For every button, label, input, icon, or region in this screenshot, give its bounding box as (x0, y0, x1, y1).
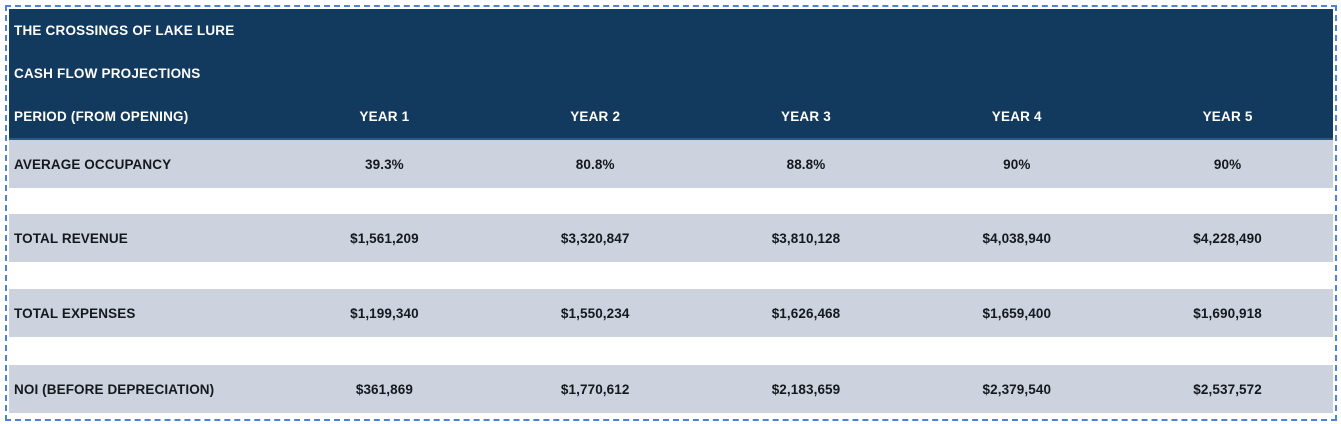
cell-value: $1,659,400 (982, 305, 1052, 321)
column-header-year-1: YEAR 1 (359, 109, 410, 124)
cell-value: $1,561,209 (350, 230, 419, 246)
cell-value: $4,228,490 (1193, 230, 1262, 246)
cell-value: $1,199,340 (350, 305, 419, 321)
spacer-row (9, 337, 1333, 365)
table-row-total-expenses: TOTAL EXPENSES $1,199,340 $1,550,234 $1,… (9, 289, 1333, 337)
column-header-year-3: YEAR 3 (781, 109, 831, 124)
table-subtitle: CASH FLOW PROJECTIONS (14, 66, 201, 81)
cell-value: 90% (1213, 156, 1242, 172)
column-header-year-4: YEAR 4 (991, 109, 1042, 124)
spacer-row (9, 188, 1333, 214)
cell-value: $3,810,128 (771, 230, 841, 246)
cell-value: 90% (1003, 156, 1031, 172)
cell-value: 88.8% (786, 156, 826, 172)
row-label: NOI (BEFORE DEPRECIATION) (14, 381, 215, 397)
column-header-year-5: YEAR 5 (1202, 109, 1253, 124)
cell-value: $2,537,572 (1193, 381, 1262, 397)
cell-value: $4,038,940 (982, 230, 1052, 246)
column-header-year-2: YEAR 2 (570, 109, 621, 124)
row-label: TOTAL REVENUE (14, 230, 128, 246)
table-row-noi: NOI (BEFORE DEPRECIATION) $361,869 $1,77… (9, 365, 1333, 413)
row-label: TOTAL EXPENSES (14, 305, 136, 321)
table-title-row: THE CROSSINGS OF LAKE LURE (9, 9, 1333, 52)
cell-value: $3,320,847 (560, 230, 630, 246)
cell-value: $1,550,234 (560, 305, 630, 321)
cell-value: $361,869 (355, 381, 413, 397)
spacer-row (9, 262, 1333, 289)
cell-value: $1,626,468 (771, 305, 841, 321)
table-title: THE CROSSINGS OF LAKE LURE (14, 23, 235, 38)
table-subtitle-row: CASH FLOW PROJECTIONS (9, 52, 1333, 95)
table-header: THE CROSSINGS OF LAKE LURE CASH FLOW PRO… (9, 9, 1333, 140)
cell-value: $1,690,918 (1193, 305, 1262, 321)
period-column-header: PERIOD (FROM OPENING) (14, 109, 189, 124)
cell-value: $2,183,659 (771, 381, 841, 397)
cell-value: 80.8% (575, 156, 615, 172)
cell-value: $1,770,612 (560, 381, 630, 397)
row-label: AVERAGE OCCUPANCY (14, 156, 172, 172)
cell-value: 39.3% (365, 156, 404, 172)
column-header-row: PERIOD (FROM OPENING) YEAR 1 YEAR 2 YEAR… (9, 95, 1333, 138)
table-row-total-revenue: TOTAL REVENUE $1,561,209 $3,320,847 $3,8… (9, 214, 1333, 262)
selection-marquee: THE CROSSINGS OF LAKE LURE CASH FLOW PRO… (5, 5, 1337, 421)
cell-value: $2,379,540 (982, 381, 1052, 397)
table-row-average-occupancy: AVERAGE OCCUPANCY 39.3% 80.8% 88.8% 90% … (9, 140, 1333, 188)
